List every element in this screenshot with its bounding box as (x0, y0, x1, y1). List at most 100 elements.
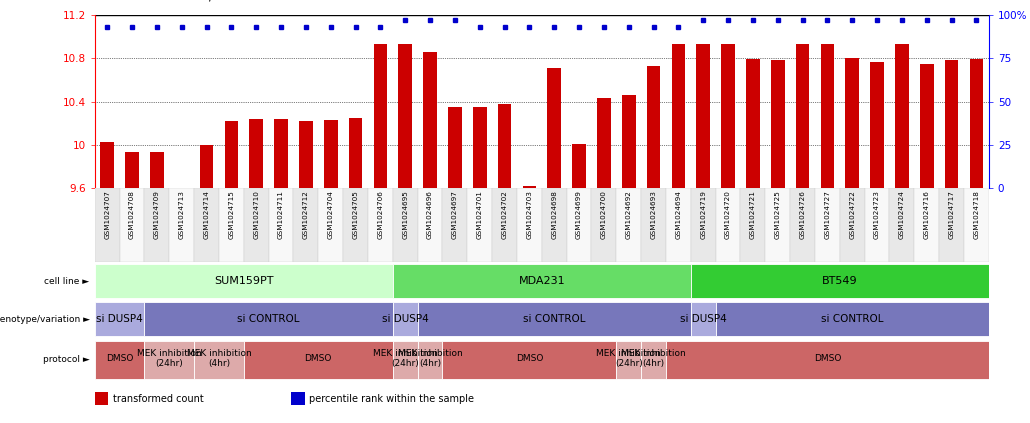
Bar (399, 44, 412, 188)
Bar (622, 95, 636, 188)
Bar (392, 341, 417, 379)
Text: si DUSP4: si DUSP4 (680, 313, 726, 324)
Text: MEK inhibition
(24hr): MEK inhibition (24hr) (137, 349, 202, 368)
Text: GDS4764 / 8002987: GDS4764 / 8002987 (146, 0, 273, 2)
Bar (194, 188, 219, 262)
Text: GSM1024727: GSM1024727 (824, 190, 830, 239)
Bar (721, 44, 734, 188)
Text: protocol ►: protocol ► (43, 355, 90, 364)
Bar (741, 188, 765, 262)
Bar (95, 188, 119, 262)
Bar (497, 104, 511, 188)
Text: GSM1024698: GSM1024698 (551, 190, 557, 239)
Bar (517, 188, 542, 262)
Bar (691, 188, 716, 262)
Bar (423, 52, 437, 188)
Bar (821, 44, 834, 188)
Text: GSM1024721: GSM1024721 (750, 190, 756, 239)
Text: cell line ►: cell line ► (44, 277, 90, 286)
Bar (392, 188, 417, 262)
Text: MEK inhibition
(24hr): MEK inhibition (24hr) (596, 349, 661, 368)
Bar (443, 188, 468, 262)
Bar (964, 188, 989, 262)
Bar (672, 44, 685, 188)
Bar (492, 188, 517, 262)
Text: GSM1024726: GSM1024726 (799, 190, 805, 239)
Bar (696, 44, 710, 188)
Bar (249, 119, 263, 188)
Bar (969, 59, 984, 188)
Text: DMSO: DMSO (305, 354, 332, 363)
Text: MEK inhibition
(4hr): MEK inhibition (4hr) (186, 349, 251, 368)
Text: GSM1024718: GSM1024718 (973, 190, 980, 239)
Bar (522, 186, 537, 188)
Text: si CONTROL: si CONTROL (821, 313, 884, 324)
Text: MEK inhibition
(24hr): MEK inhibition (24hr) (373, 349, 438, 368)
Bar (194, 341, 244, 379)
Bar (318, 188, 343, 262)
Bar (870, 63, 884, 188)
Text: GSM1024716: GSM1024716 (924, 190, 930, 239)
Bar (641, 188, 666, 262)
Text: GSM1024700: GSM1024700 (600, 190, 607, 239)
Text: GSM1024703: GSM1024703 (526, 190, 533, 239)
Bar (945, 60, 958, 188)
Text: DMSO: DMSO (814, 354, 842, 363)
Bar (299, 121, 313, 188)
Bar (547, 68, 561, 188)
Bar (641, 341, 666, 379)
Text: SUM159PT: SUM159PT (214, 275, 274, 286)
Text: GSM1024695: GSM1024695 (402, 190, 408, 239)
Text: GSM1024712: GSM1024712 (303, 190, 309, 239)
Bar (95, 302, 144, 337)
Bar (269, 188, 294, 262)
Text: GSM1024714: GSM1024714 (204, 190, 209, 239)
Text: percentile rank within the sample: percentile rank within the sample (309, 394, 475, 404)
Bar (573, 144, 586, 188)
Bar (100, 142, 114, 188)
Bar (890, 188, 915, 262)
Text: MEK inhibition
(4hr): MEK inhibition (4hr) (621, 349, 686, 368)
Text: GSM1024693: GSM1024693 (651, 190, 656, 239)
Text: si DUSP4: si DUSP4 (96, 313, 143, 324)
Text: MDA231: MDA231 (518, 275, 565, 286)
Bar (219, 188, 244, 262)
Text: GSM1024699: GSM1024699 (576, 190, 582, 239)
Bar (468, 188, 492, 262)
Text: GSM1024696: GSM1024696 (427, 190, 433, 239)
Bar (95, 264, 392, 299)
Text: GSM1024697: GSM1024697 (452, 190, 458, 239)
Text: GSM1024702: GSM1024702 (502, 190, 508, 239)
Bar (144, 188, 169, 262)
Bar (691, 302, 716, 337)
Bar (616, 341, 641, 379)
Bar (765, 188, 790, 262)
Bar (291, 392, 305, 405)
Text: GSM1024707: GSM1024707 (104, 190, 110, 239)
Text: GSM1024711: GSM1024711 (278, 190, 284, 239)
Bar (839, 188, 864, 262)
Bar (95, 392, 108, 405)
Text: GSM1024708: GSM1024708 (129, 190, 135, 239)
Bar (939, 188, 964, 262)
Bar (473, 107, 486, 188)
Text: GSM1024715: GSM1024715 (229, 190, 235, 239)
Bar (815, 188, 839, 262)
Bar (225, 121, 238, 188)
Bar (392, 302, 417, 337)
Text: GSM1024717: GSM1024717 (949, 190, 955, 239)
Bar (448, 107, 461, 188)
Bar (846, 58, 859, 188)
Bar (417, 341, 443, 379)
Bar (597, 98, 611, 188)
Bar (95, 341, 144, 379)
Bar (417, 188, 443, 262)
Bar (244, 341, 392, 379)
Text: si CONTROL: si CONTROL (523, 313, 585, 324)
Text: GSM1024720: GSM1024720 (725, 190, 731, 239)
Bar (716, 302, 989, 337)
Bar (392, 264, 691, 299)
Bar (417, 302, 691, 337)
Bar (200, 145, 213, 188)
Text: transformed count: transformed count (112, 394, 203, 404)
